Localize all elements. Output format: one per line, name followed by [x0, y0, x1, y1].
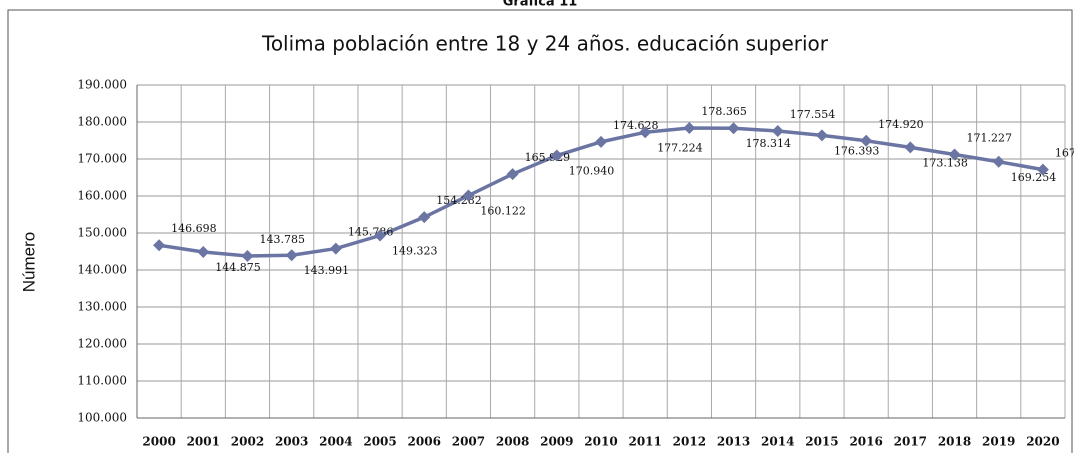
marker — [1036, 163, 1049, 176]
data-label: 145.786 — [348, 226, 394, 239]
x-tick-label: 2003 — [275, 435, 308, 449]
x-tick-label: 2009 — [540, 435, 573, 449]
x-tick-label: 2012 — [673, 435, 706, 449]
data-label: 143.991 — [304, 264, 350, 277]
data-label: 177.224 — [657, 141, 703, 154]
data-label: 165.929 — [525, 151, 571, 164]
x-tick-label: 2002 — [231, 435, 264, 449]
marker — [374, 229, 387, 242]
marker — [153, 239, 166, 252]
marker — [595, 135, 607, 148]
marker — [506, 168, 519, 181]
x-tick-label: 2017 — [894, 435, 927, 449]
x-tick-label: 2010 — [584, 435, 617, 449]
chart-title: Tolima población entre 18 y 24 años. edu… — [261, 32, 829, 56]
x-tick-label: 2004 — [319, 435, 352, 449]
y-tick-label: 150.000 — [77, 226, 127, 240]
marker — [197, 245, 210, 258]
marker — [771, 125, 784, 138]
data-label: 178.365 — [701, 105, 747, 118]
y-tick-label: 140.000 — [77, 263, 127, 277]
marker — [904, 141, 917, 154]
x-tick-label: 2001 — [187, 435, 220, 449]
marker — [639, 126, 652, 139]
x-tick-label: 2007 — [452, 435, 485, 449]
chart-border — [7, 9, 1073, 453]
data-label: 170.940 — [569, 165, 615, 178]
marker — [860, 134, 873, 147]
x-tick-label: 2013 — [717, 435, 750, 449]
data-label: 169.254 — [1011, 171, 1057, 184]
x-tick-label: 2000 — [142, 435, 175, 449]
y-tick-label: 190.000 — [77, 78, 127, 92]
marker — [462, 189, 475, 202]
data-label: 176.393 — [834, 144, 880, 157]
x-tick-label: 2011 — [628, 435, 661, 449]
data-label: 167.133 — [1055, 147, 1074, 160]
x-tick-label: 2005 — [363, 435, 396, 449]
y-tick-label: 120.000 — [77, 337, 127, 351]
data-label: 173.138 — [922, 156, 968, 169]
marker — [285, 249, 298, 262]
marker — [727, 122, 740, 135]
y-tick-label: 170.000 — [77, 152, 127, 166]
marker — [948, 148, 961, 161]
marker — [683, 122, 696, 135]
data-label: 178.314 — [746, 137, 792, 150]
y-tick-label: 110.000 — [77, 374, 127, 388]
data-label: 171.227 — [967, 131, 1013, 144]
data-label: 146.698 — [171, 222, 217, 235]
data-label: 174.628 — [613, 119, 659, 132]
x-tick-label: 2008 — [496, 435, 529, 449]
marker — [992, 155, 1005, 168]
data-label: 149.323 — [392, 245, 438, 258]
x-tick-label: 2014 — [761, 435, 794, 449]
marker — [550, 149, 563, 162]
data-label: 174.920 — [878, 118, 924, 131]
marker — [418, 211, 431, 224]
x-tick-label: 2015 — [805, 435, 838, 449]
data-label: 143.785 — [259, 233, 305, 246]
data-label: 144.875 — [215, 261, 260, 274]
marker — [815, 129, 828, 142]
y-tick-label: 180.000 — [77, 115, 127, 129]
data-label: 177.554 — [790, 108, 836, 121]
x-tick-label: 2018 — [938, 435, 971, 449]
marker — [241, 249, 254, 262]
y-tick-label: 130.000 — [77, 300, 127, 314]
marker — [329, 242, 342, 255]
x-tick-label: 2020 — [1026, 435, 1059, 449]
header: Gráfica 11 — [503, 0, 578, 10]
x-tick-label: 2016 — [849, 435, 882, 449]
y-tick-label: 160.000 — [77, 189, 127, 203]
y-axis-label: Número — [19, 232, 38, 292]
y-tick-label: 100.000 — [77, 411, 127, 425]
data-label: 154.282 — [436, 194, 482, 207]
x-tick-label: 2006 — [408, 435, 441, 449]
x-tick-label: 2019 — [982, 435, 1015, 449]
data-label: 160.122 — [480, 205, 526, 218]
